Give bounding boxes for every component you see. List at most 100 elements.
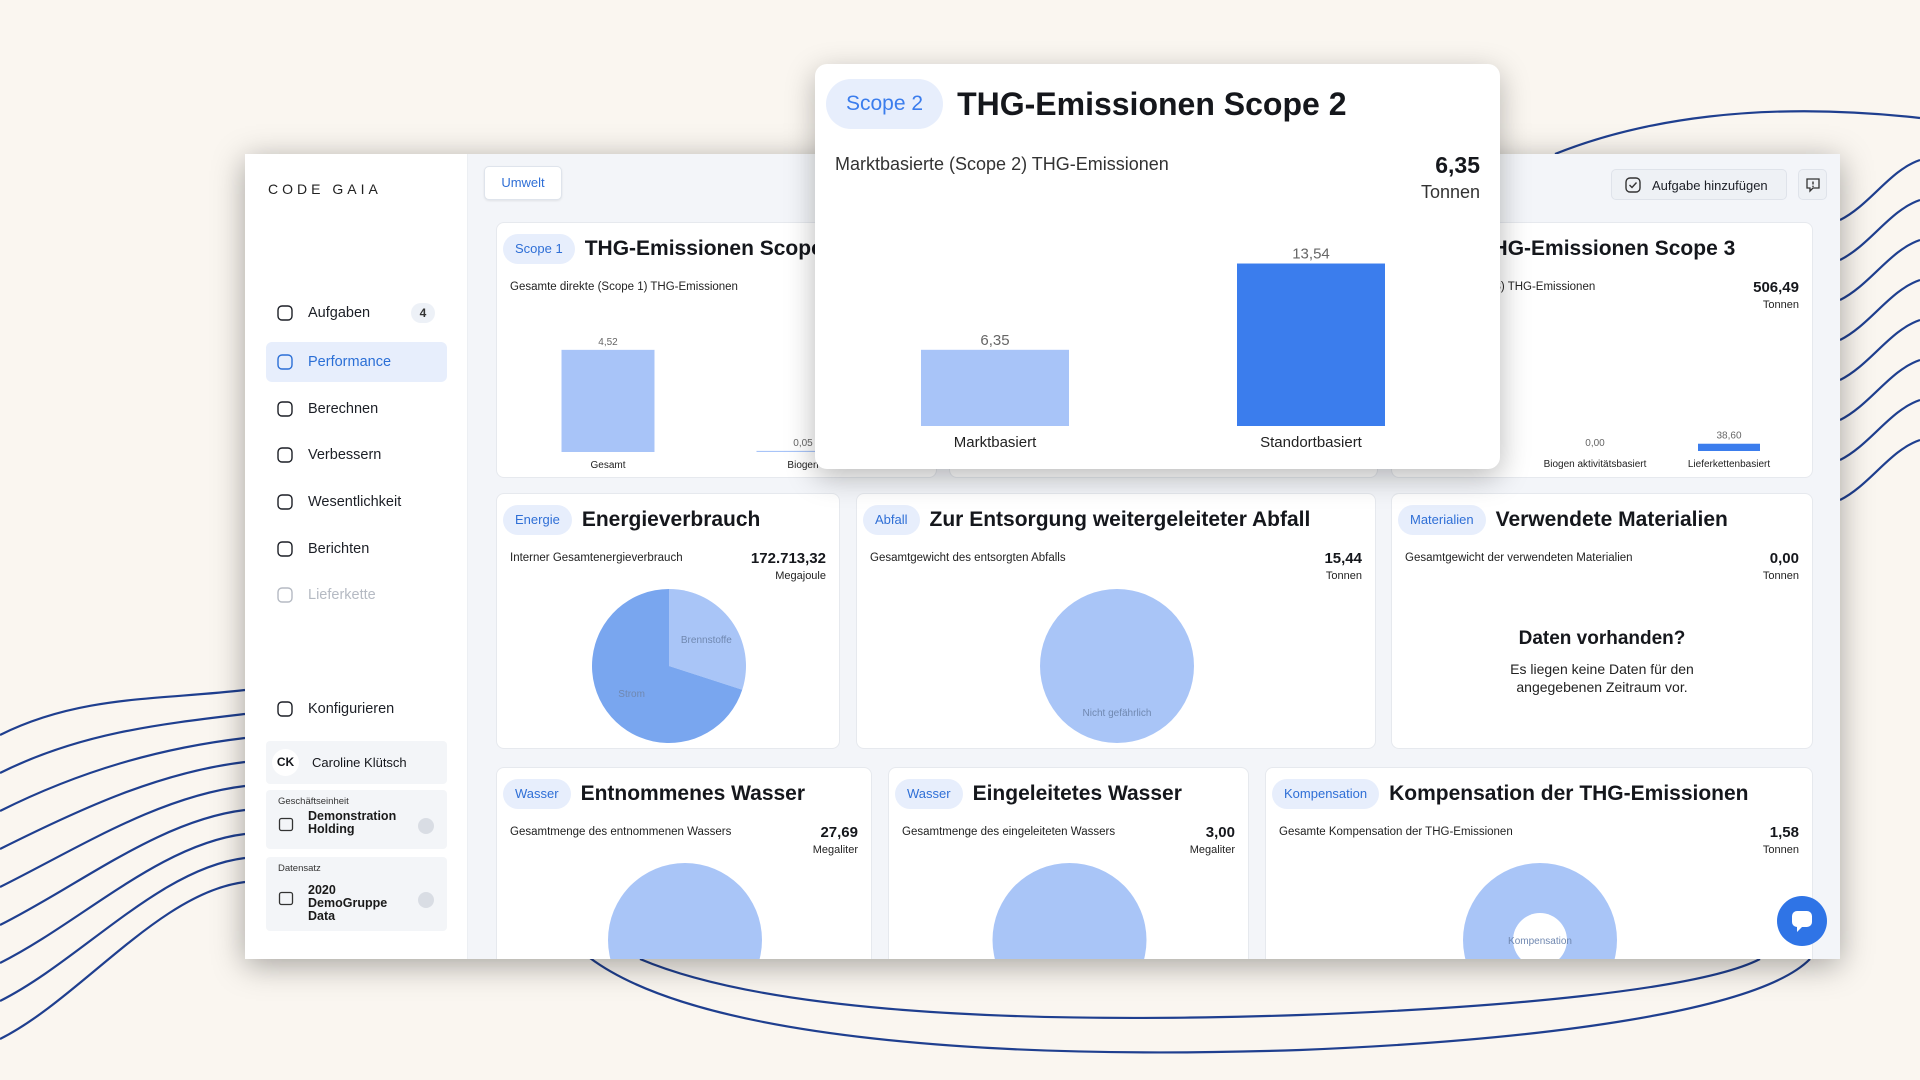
- card-header: Materialien Verwendete Materialien: [1398, 505, 1728, 535]
- nav-label: Verbessern: [308, 447, 382, 463]
- wave: [1839, 358, 1920, 421]
- category-label: Gesamt: [590, 460, 625, 471]
- card: Energie Energieverbrauch Interner Gesamten…: [496, 493, 840, 749]
- box-value: Demonstration Holding: [308, 808, 397, 836]
- icon-shape: [277, 401, 293, 417]
- kpi: 6,35 Tonnen: [1421, 152, 1480, 203]
- chat-button[interactable]: [1777, 896, 1827, 946]
- wave: [0, 856, 246, 1002]
- pie-slice: [1040, 589, 1194, 743]
- nav-badge: 4: [411, 303, 435, 323]
- help-button[interactable]: [1798, 169, 1827, 200]
- chart: Wasser von Dritten: [608, 863, 762, 959]
- add-task-button[interactable]: Aufgabe hinzufügen: [1611, 169, 1787, 200]
- bar: [1237, 263, 1385, 426]
- card-tag: Materialien: [1398, 505, 1486, 535]
- kpi: 506,49 Tonnen: [1753, 279, 1799, 311]
- logo: CODE GAIA: [268, 181, 382, 197]
- kpi-unit: Tonnen: [1325, 570, 1362, 582]
- business-unit-box[interactable]: Geschäftseinheit Demonstration Holding: [266, 790, 447, 849]
- category-label: Lieferkettenbasiert: [1688, 459, 1770, 470]
- user-box: CK Caroline Klütsch: [266, 741, 447, 784]
- card-subtitle: Gesamte Kompensation der THG-Emissionen: [1279, 826, 1513, 838]
- card-header: Energie Energieverbrauch: [503, 505, 760, 535]
- wave: [1554, 110, 1920, 156]
- tab[interactable]: Umwelt: [484, 166, 562, 200]
- nav-item[interactable]: Berechnen: [266, 389, 447, 429]
- wave: [1839, 278, 1920, 341]
- nav-icon: [277, 401, 293, 417]
- card-subtitle: Interner Gesamtenergieverbrauch: [510, 552, 683, 564]
- kpi-value: 172.713,32: [750, 550, 826, 567]
- wave: [1839, 238, 1920, 301]
- kpi-unit: Tonnen: [1762, 299, 1799, 311]
- card-header: Scope 2 THG-Emissionen Scope 2: [826, 79, 1346, 129]
- chevron: [418, 817, 434, 834]
- wave: [1839, 398, 1920, 461]
- card-tag: Wasser: [895, 779, 963, 809]
- card-title: Eingeleitetes Wasser: [972, 782, 1182, 805]
- card-subtitle: Gesamtmenge des eingeleiteten Wassers: [902, 826, 1116, 838]
- wave: [0, 712, 246, 774]
- nav-item[interactable]: Verbessern: [266, 435, 447, 475]
- card-title: THG-Emissionen Scope 2: [957, 85, 1347, 122]
- wave: [0, 736, 246, 812]
- box-label: Geschäftseinheit: [278, 796, 349, 807]
- card-subtitle: Gesamte direkte (Scope 1) THG-Emissionen: [510, 281, 738, 293]
- card-subtitle: Marktbasierte (Scope 2) THG-Emissionen: [835, 154, 1169, 174]
- card-title: Energieverbrauch: [581, 508, 761, 531]
- box-label: Datensatz: [278, 863, 321, 874]
- kpi: 172.713,32 Megajoule: [751, 550, 826, 582]
- wave: [0, 808, 246, 926]
- nav-icon: [277, 701, 293, 717]
- bar: [561, 349, 655, 452]
- kpi-value: 1,58: [1769, 824, 1799, 841]
- nav-item[interactable]: Performance: [266, 342, 447, 382]
- wave: [0, 760, 246, 850]
- kpi: 1,58 Tonnen: [1763, 824, 1799, 856]
- nav-icon: [277, 354, 293, 370]
- nav-item[interactable]: Konfigurieren: [266, 689, 447, 729]
- chart: 4,52 Gesamt 0,05 Biogen: [561, 337, 850, 471]
- category-label: Marktbasiert: [954, 434, 1037, 451]
- pie-slice: [592, 589, 743, 743]
- card-title: Kompensation der THG-Emissionen: [1389, 782, 1749, 805]
- nav-label: Performance: [308, 354, 392, 370]
- card-tag: Kompensation: [1272, 779, 1380, 809]
- wave: [639, 957, 1761, 1020]
- nav-item[interactable]: Aufgaben 4: [266, 293, 447, 333]
- kpi-value: 506,49: [1753, 279, 1799, 296]
- nav-label: Konfigurieren: [308, 701, 395, 717]
- kpi-value: 6,35: [1435, 152, 1480, 178]
- wave: [0, 784, 246, 888]
- card-header: Wasser Eingeleitetes Wasser: [895, 779, 1182, 809]
- wave: [1839, 318, 1920, 381]
- wave: [0, 832, 246, 964]
- slice-label: Kompensation: [1508, 936, 1572, 947]
- dataset-box[interactable]: Datensatz 2020 DemoGruppe Data: [266, 857, 447, 931]
- card: Kompensation Kompensation der THG-Emissio…: [1265, 767, 1813, 959]
- nav-label: Aufgaben: [308, 305, 371, 321]
- user-name: Caroline Klütsch: [312, 755, 407, 770]
- wave: [1839, 158, 1920, 221]
- kpi-unit: Tonnen: [1420, 182, 1480, 202]
- card-tag: Scope 1: [503, 234, 575, 264]
- icon-shape: [277, 447, 293, 463]
- value-label: 38,60: [1716, 431, 1741, 442]
- wave: [0, 688, 246, 736]
- wave: [589, 957, 1811, 1054]
- category-label: Biogen: [787, 460, 818, 471]
- nav-item[interactable]: Berichten: [266, 529, 447, 569]
- nav-item[interactable]: Wesentlichkeit: [266, 482, 447, 522]
- slice-label: Brennstoffe: [681, 635, 732, 646]
- card-title: THG-Emissionen Scope 3: [1479, 237, 1736, 260]
- kpi-unit: Megaliter: [812, 844, 858, 856]
- card-tag: Abfall: [863, 505, 920, 535]
- card: Materialien Verwendete Materialien Gesamtg…: [1391, 493, 1813, 749]
- chart: 0,00 Biogen aktivitätsbasiert 38,60 Lieferk…: [1544, 431, 1771, 470]
- nav-icon: [277, 494, 293, 510]
- kpi: 0,00 Tonnen: [1763, 550, 1799, 582]
